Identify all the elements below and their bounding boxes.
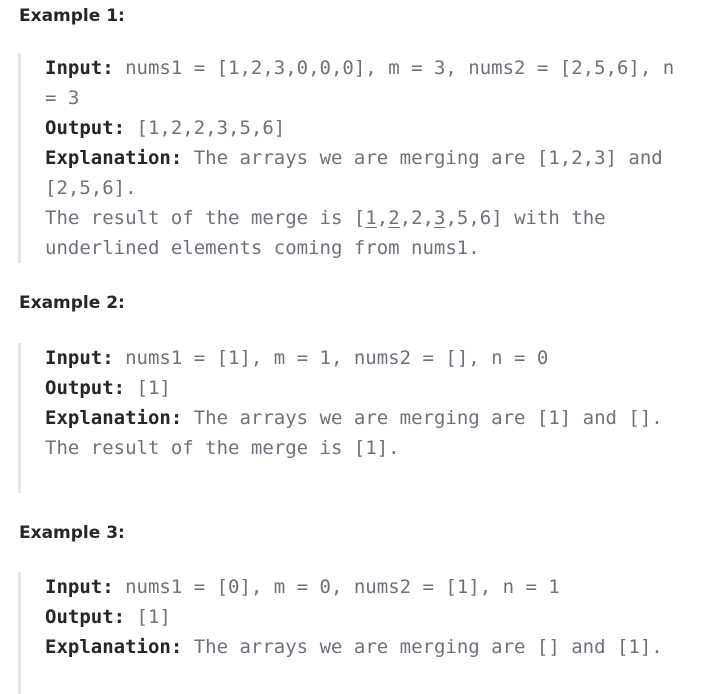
underlined-element: 2 (388, 207, 400, 229)
input-label: Input: (45, 576, 114, 598)
merge-result-separator: ,2, (399, 207, 434, 229)
example-2-merge-result-line: The result of the merge is [1]. (45, 437, 400, 459)
merge-result-suffix: ,5,6] with the underlined elements comin… (45, 207, 606, 259)
merge-result-prefix: The result of the merge is [ (45, 207, 366, 229)
example-1-explanation-line: Explanation: The arrays we are merging a… (45, 143, 690, 203)
explanation-value: The arrays we are merging are [1] and []… (193, 407, 663, 429)
explanation-value: The arrays we are merging are [1,2,3] an… (45, 147, 663, 199)
output-label: Output: (45, 117, 126, 139)
example-2-input-line: Input: nums1 = [1], m = 1, nums2 = [], n… (45, 343, 690, 373)
example-2-heading: Example 2: (19, 293, 125, 313)
output-value: [1,2,2,3,5,6] (136, 117, 286, 139)
example-1-input-line: Input: nums1 = [1,2,3,0,0,0], m = 3, num… (45, 53, 690, 113)
output-value: [1] (136, 606, 171, 628)
input-label: Input: (45, 347, 114, 369)
input-value: nums1 = [0], m = 0, nums2 = [1], n = 1 (125, 576, 560, 598)
example-3-output-line: Output: [1] (45, 602, 690, 632)
input-value: nums1 = [1], m = 1, nums2 = [], n = 0 (125, 347, 549, 369)
example-3-block: Input: nums1 = [0], m = 0, nums2 = [1], … (18, 572, 690, 694)
example-1-heading: Example 1: (19, 6, 125, 26)
underlined-element: 3 (433, 207, 446, 229)
explanation-label: Explanation: (45, 407, 183, 429)
explanation-label: Explanation: (45, 147, 183, 169)
input-label: Input: (45, 57, 114, 79)
example-3-explanation-line: Explanation: The arrays we are merging a… (45, 632, 690, 662)
output-label: Output: (45, 377, 126, 399)
example-1-block: Input: nums1 = [1,2,3,0,0,0], m = 3, num… (18, 53, 690, 263)
example-3-input-line: Input: nums1 = [0], m = 0, nums2 = [1], … (45, 572, 690, 602)
example-3-heading: Example 3: (19, 523, 125, 543)
output-label: Output: (45, 606, 126, 628)
example-2-block: Input: nums1 = [1], m = 1, nums2 = [], n… (18, 343, 690, 493)
example-1-output-line: Output: [1,2,2,3,5,6] (45, 113, 690, 143)
underlined-element: 1 (365, 207, 377, 229)
output-value: [1] (136, 377, 171, 399)
example-1-merge-result-line: The result of the merge is [1,2,2,3,5,6]… (45, 203, 690, 263)
merge-result-separator: , (376, 207, 389, 229)
input-value: nums1 = [1,2,3,0,0,0], m = 3, nums2 = [2… (45, 57, 675, 109)
example-2-output-line: Output: [1] (45, 373, 690, 403)
example-2-explanation-line: Explanation: The arrays we are merging a… (45, 403, 690, 433)
explanation-value: The arrays we are merging are [] and [1]… (193, 636, 663, 658)
explanation-label: Explanation: (45, 636, 183, 658)
